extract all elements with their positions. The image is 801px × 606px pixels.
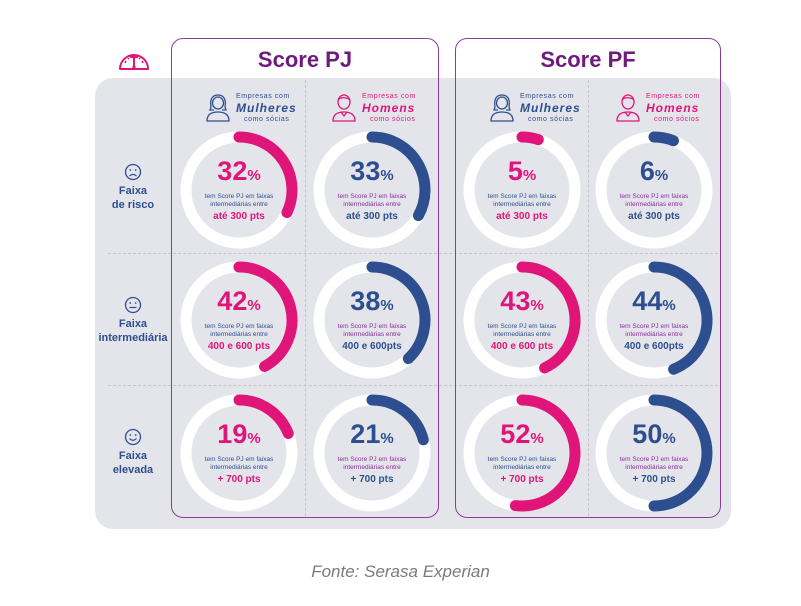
percent-value: 43% (500, 286, 544, 316)
description: tem Score PJ em faixas intermediárias ent… (204, 456, 274, 471)
score-range: até 300 pts (213, 211, 265, 222)
percent-sign: % (247, 297, 261, 314)
row-label-risco: Faixa de risco (96, 163, 170, 212)
donut-label: 19% tem Score PJ em faixas intermediárias … (187, 420, 291, 485)
percent-value: 5% (507, 156, 537, 186)
score-range: 400 e 600 pts (207, 341, 271, 352)
percent-sign: % (380, 297, 394, 314)
description: tem Score PJ em faixas intermediárias ent… (204, 193, 274, 208)
donut-label: 38% tem Score PJ em faixas intermediárias … (320, 287, 424, 352)
percent-value: 42% (217, 286, 261, 316)
column-header-pj-men: Empresas com Homens como sócios (322, 90, 452, 126)
source-caption: Fonte: Serasa Experian (311, 562, 490, 581)
score-range: + 700 pts (217, 474, 261, 485)
percent-value: 32% (217, 156, 261, 186)
percent-sign: % (522, 167, 537, 184)
description: tem Score PJ em faixas intermediárias ent… (619, 193, 689, 208)
donut-label: 42% tem Score PJ em faixas intermediárias … (187, 287, 291, 352)
percent-value: 44% (632, 286, 676, 316)
donut-label: 44% tem Score PJ em faixas intermediárias … (602, 287, 706, 352)
description: tem Score PJ em faixas intermediárias ent… (337, 193, 407, 208)
row-label-elevada: Faixa elevada (96, 428, 170, 477)
description: tem Score PJ em faixas intermediárias ent… (204, 323, 274, 338)
score-range: + 700 pts (500, 474, 544, 485)
percent-value: 38% (350, 286, 394, 316)
percent-value: 50% (632, 419, 676, 449)
percent-value: 19% (217, 419, 261, 449)
donut-label: 52% tem Score PJ em faixas intermediárias … (470, 420, 574, 485)
score-range: até 300 pts (628, 211, 680, 222)
description: tem Score PJ em faixas intermediárias ent… (337, 456, 407, 471)
percent-value: 33% (350, 156, 394, 186)
percent-sign: % (247, 167, 261, 184)
description: tem Score PJ em faixas intermediárias ent… (337, 323, 407, 338)
score-range: + 700 pts (632, 474, 676, 485)
woman-icon (206, 94, 230, 122)
description: tem Score PJ em faixas intermediárias ent… (619, 323, 689, 338)
neutral-face-icon (124, 296, 142, 314)
column-header-pj-women: Empresas com Mulheres como sócias (196, 90, 326, 126)
donut-label: 21% tem Score PJ em faixas intermediárias … (320, 420, 424, 485)
percent-sign: % (247, 430, 261, 447)
score-range: + 700 pts (350, 474, 394, 485)
gauge-icon (119, 54, 149, 70)
woman-icon (490, 94, 514, 122)
column-divider (588, 80, 589, 516)
percent-sign: % (380, 430, 394, 447)
percent-sign: % (530, 430, 544, 447)
score-range: 400 e 600 pts (490, 341, 554, 352)
row-divider (108, 253, 718, 254)
donut-label: 33% tem Score PJ em faixas intermediárias … (320, 157, 424, 222)
donut-label: 5% tem Score PJ em faixas intermediárias e… (470, 157, 574, 222)
score-pf-group: Score PF (455, 38, 721, 518)
donut-label: 32% tem Score PJ em faixas intermediárias … (187, 157, 291, 222)
description: tem Score PJ em faixas intermediárias ent… (487, 456, 557, 471)
score-pf-title: Score PF (540, 47, 636, 72)
column-header-pf-men: Empresas com Homens como sócios (606, 90, 736, 126)
description: tem Score PJ em faixas intermediárias ent… (619, 456, 689, 471)
score-range: 400 e 600pts (342, 341, 402, 352)
percent-sign: % (662, 430, 676, 447)
score-range: até 300 pts (346, 211, 398, 222)
description: tem Score PJ em faixas intermediárias ent… (487, 193, 557, 208)
row-divider (108, 385, 718, 386)
score-range: até 300 pts (496, 211, 548, 222)
column-divider (305, 80, 306, 516)
score-pj-title: Score PJ (257, 47, 353, 72)
man-icon (332, 94, 356, 122)
row-label-intermediaria: Faixa intermediária (96, 296, 170, 345)
column-header-pf-women: Empresas com Mulheres como sócias (480, 90, 610, 126)
percent-sign: % (654, 167, 669, 184)
happy-face-icon (124, 428, 142, 446)
percent-value: 6% (639, 156, 669, 186)
man-icon (616, 94, 640, 122)
donut-label: 6% tem Score PJ em faixas intermediárias e… (602, 157, 706, 222)
percent-sign: % (380, 167, 394, 184)
donut-label: 50% tem Score PJ em faixas intermediárias … (602, 420, 706, 485)
score-range: 400 e 600pts (624, 341, 684, 352)
donut-label: 43% tem Score PJ em faixas intermediárias … (470, 287, 574, 352)
percent-value: 52% (500, 419, 544, 449)
score-pj-group: Score PJ (171, 38, 439, 518)
percent-sign: % (662, 297, 676, 314)
percent-sign: % (530, 297, 544, 314)
percent-value: 21% (350, 419, 394, 449)
sad-face-icon (124, 163, 142, 181)
description: tem Score PJ em faixas intermediárias ent… (487, 323, 557, 338)
